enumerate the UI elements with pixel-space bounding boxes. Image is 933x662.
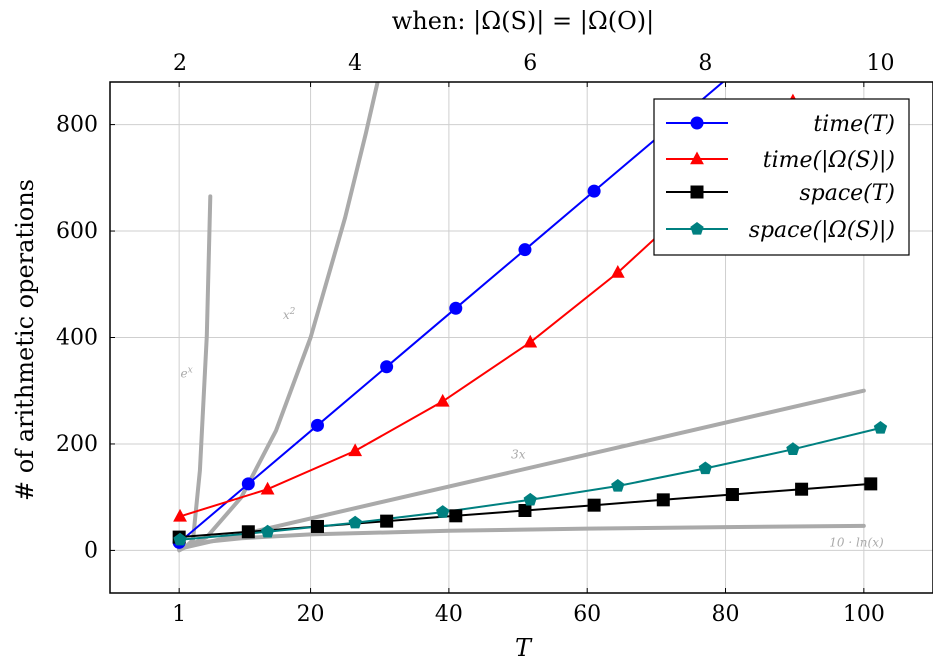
top-x-tick-label: 8 (698, 51, 712, 76)
data-point (241, 477, 255, 491)
x-tick-label: 100 (843, 602, 885, 627)
reference-curve-label: x2 (283, 307, 296, 322)
x-tick-label: 1 (172, 602, 186, 627)
data-point (449, 509, 463, 523)
data-point (523, 492, 537, 506)
data-point (260, 524, 275, 538)
data-point (611, 479, 625, 492)
data-point (310, 418, 324, 432)
reference-curve (177, 388, 866, 551)
data-point (260, 481, 275, 495)
data-point (173, 532, 187, 546)
top-x-tick-label: 2 (173, 51, 187, 76)
reference-curve (177, 523, 866, 553)
data-point (795, 482, 809, 496)
legend-marker (690, 222, 704, 235)
data-point (348, 443, 363, 457)
data-point (864, 477, 878, 491)
data-point (610, 265, 625, 278)
top-axis-label: when: |Ω(S)| = |Ω(O)| (392, 7, 654, 36)
axis-ticks (110, 82, 865, 593)
y-tick-label: 0 (84, 538, 98, 563)
data-point (523, 334, 538, 348)
x-axis-label: T (515, 634, 533, 662)
legend-marker (690, 151, 704, 165)
data-point (518, 503, 532, 517)
reference-curve-label: ex (181, 365, 193, 380)
reference-curves (177, 82, 866, 553)
top-x-tick-label: 10 (866, 51, 894, 76)
legend-marker (690, 116, 704, 130)
reference-curve (177, 82, 380, 552)
data-point (173, 508, 187, 522)
y-tick-label: 600 (56, 219, 98, 244)
reference-curve-label: 3x (511, 447, 526, 461)
data-point (380, 514, 394, 528)
y-tick-label: 400 (56, 326, 98, 351)
data-point (656, 493, 670, 507)
legend-marker (690, 185, 704, 199)
data-point (435, 393, 450, 407)
x-tick-label: 40 (435, 602, 463, 627)
y-tick-label: 800 (56, 113, 98, 138)
data-point (587, 184, 601, 198)
x-tick-label: 80 (712, 602, 740, 627)
data-point (873, 420, 888, 434)
top-x-tick-label: 6 (523, 51, 537, 76)
legend-label: space(|Ω(S)|) (749, 218, 895, 243)
data-point (449, 301, 463, 315)
top-x-tick-label: 4 (348, 51, 362, 76)
data-point (587, 498, 601, 512)
data-point (436, 505, 450, 518)
data-point (786, 442, 800, 455)
data-point (241, 525, 255, 539)
data-point (518, 243, 532, 257)
legend-label: time(|Ω(S)|) (763, 148, 895, 173)
legend-label: space(T) (799, 181, 895, 206)
x-tick-label: 60 (573, 602, 601, 627)
y-axis-label: # of arithmetic operations (11, 179, 39, 501)
data-point (348, 515, 362, 529)
data-point (698, 461, 713, 475)
data-point (380, 360, 394, 374)
legend: time(T) time(|Ω(S)|) space(T) space(|Ω(S)|) (653, 98, 910, 256)
data-point (726, 68, 739, 81)
reference-curve-label: 10 · ln(x) (829, 536, 884, 550)
legend-label: time(T) (813, 112, 895, 137)
y-tick-label: 200 (56, 432, 98, 457)
data-point (725, 488, 739, 502)
data-point (310, 519, 324, 533)
x-tick-label: 20 (297, 602, 325, 627)
